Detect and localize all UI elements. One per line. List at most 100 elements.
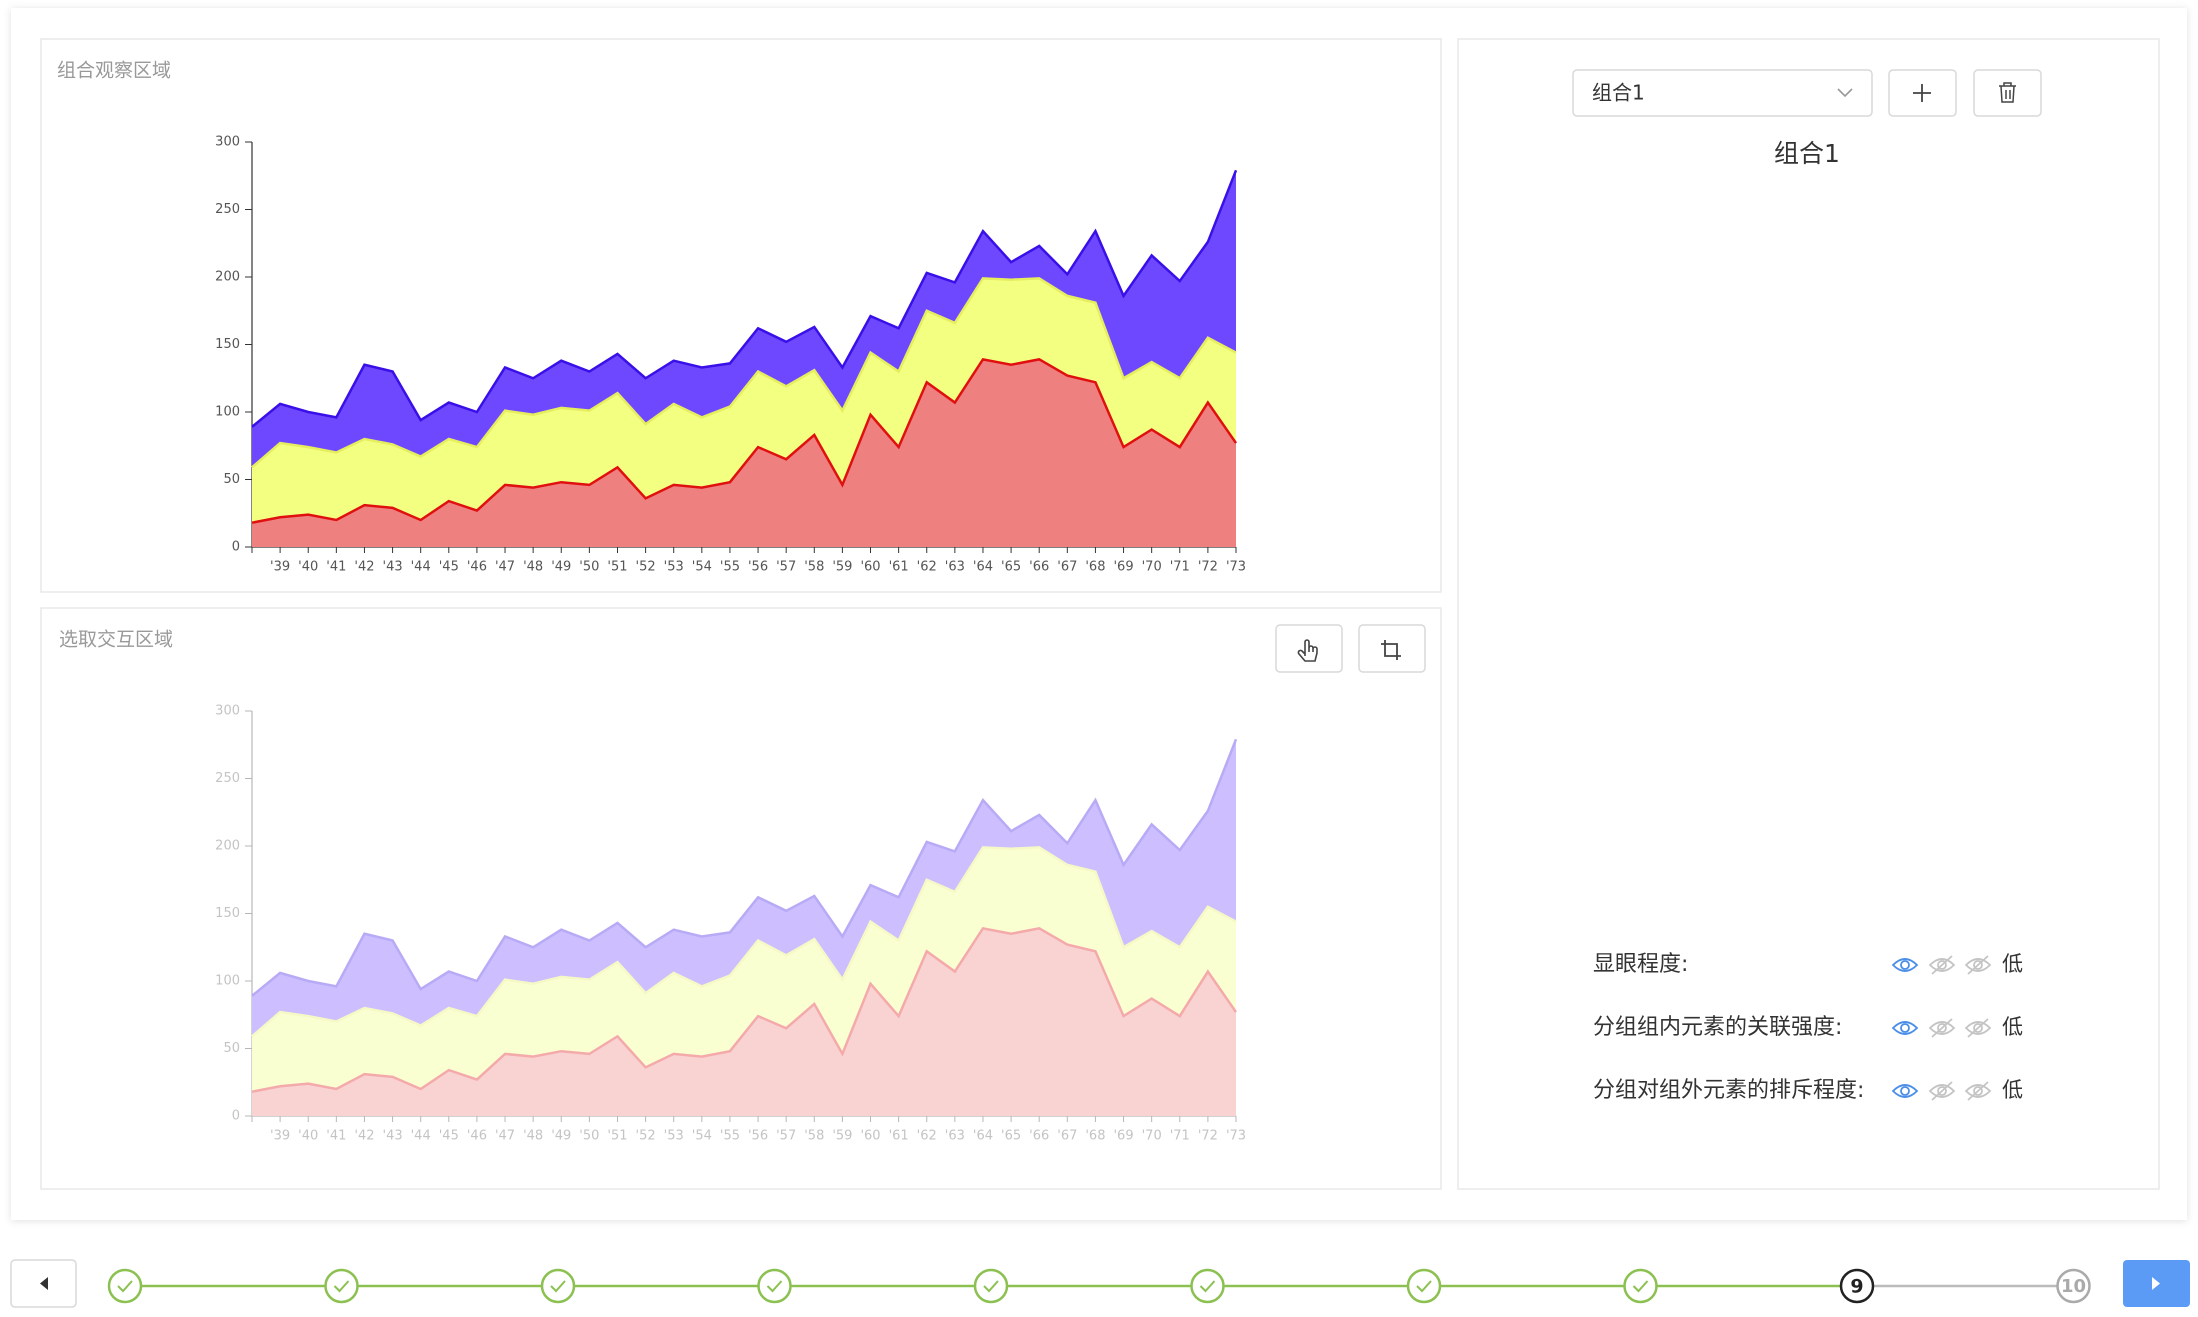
eye-pupil — [1973, 1023, 1983, 1033]
x-tick-label: '52 — [636, 560, 656, 575]
eye-pupil — [1973, 1086, 1983, 1096]
step-done — [1623, 1268, 1658, 1304]
x-tick-label: '59 — [832, 1129, 852, 1144]
group-select[interactable]: 组合1 — [1572, 69, 1873, 117]
pan-button[interactable] — [1275, 624, 1343, 673]
y-tick-label: 0 — [232, 540, 240, 555]
metric-label: 分组对组外元素的排斥程度: — [1593, 1078, 1864, 1103]
steps: 9 10 — [10, 1259, 2190, 1308]
area-line — [251, 169, 1238, 428]
step-check — [117, 1280, 133, 1293]
panel-title: 选取交互区域 — [59, 629, 173, 651]
crop-icon — [1381, 640, 1401, 660]
step-current — [1839, 1268, 1875, 1304]
x-tick-label: '39 — [270, 1129, 290, 1144]
eye-pupil — [1900, 1086, 1910, 1096]
x-tick-label: '44 — [411, 1129, 431, 1144]
x-tick-label: '59 — [832, 560, 852, 575]
y-tick-label: 100 — [215, 405, 240, 420]
x-tick-label: '41 — [326, 560, 346, 575]
x-tick-label: '49 — [551, 1129, 571, 1144]
prev-icon — [40, 1277, 48, 1290]
eye-icon — [1891, 1084, 1919, 1098]
metric-level: 低 — [2002, 1078, 2023, 1102]
y-tick-label: 50 — [223, 472, 240, 487]
x-tick-label: '71 — [1170, 1129, 1190, 1144]
step-check — [1632, 1280, 1649, 1293]
x-tick-label: '64 — [973, 1129, 993, 1144]
area-fill — [252, 739, 1236, 1037]
delete-button[interactable] — [1973, 69, 2042, 117]
x-tick-label: '69 — [1113, 1129, 1133, 1144]
y-tick-label: 200 — [215, 270, 240, 285]
x-tick-label: '56 — [748, 560, 768, 575]
x-tick-label: '50 — [579, 560, 599, 575]
x-tick-label: '45 — [439, 560, 459, 575]
x-tick-label: '40 — [298, 1129, 318, 1144]
step-done — [324, 1268, 359, 1304]
eye-pupil — [1937, 960, 1947, 970]
eye-slash — [1967, 955, 1989, 975]
step-number: 10 — [2061, 1276, 2086, 1297]
plus-icon — [1913, 84, 1931, 102]
x-tick-label: '39 — [270, 560, 290, 575]
x-tick-label: '41 — [326, 1129, 346, 1144]
x-tick-label: '44 — [411, 560, 431, 575]
eye-pupil — [1937, 1023, 1947, 1033]
x-tick-label: '63 — [945, 560, 965, 575]
area-fill — [252, 359, 1236, 547]
x-tick-label: '72 — [1198, 560, 1218, 575]
x-tick-label: '43 — [383, 560, 403, 575]
step-number: 9 — [1850, 1276, 1863, 1298]
area-line — [251, 357, 1238, 524]
button-box[interactable] — [1358, 624, 1426, 673]
eye-pupil — [1937, 1086, 1947, 1096]
panel-title: 组合观察区域 — [57, 60, 171, 82]
metric-level: 低 — [2002, 1015, 2023, 1039]
x-tick-label: '58 — [804, 560, 824, 575]
x-tick-label: '70 — [1142, 560, 1162, 575]
step-done — [1190, 1268, 1225, 1304]
x-tick-label: '68 — [1085, 560, 1105, 575]
x-tick-label: '43 — [383, 1129, 403, 1144]
step-check — [983, 1280, 999, 1293]
group-title: 组合1 — [1774, 139, 1840, 168]
eye-pupil — [1973, 960, 1983, 970]
step-check — [766, 1280, 783, 1293]
x-tick-label: '73 — [1226, 1129, 1246, 1144]
button-box[interactable] — [1973, 69, 2042, 117]
x-tick-label: '66 — [1029, 1129, 1049, 1144]
x-tick-label: '66 — [1029, 560, 1049, 575]
y-tick-label: 250 — [215, 202, 240, 217]
side-panel — [1457, 38, 2160, 1190]
step-done — [973, 1268, 1009, 1304]
prev-button[interactable] — [10, 1259, 77, 1308]
metric-label: 分组组内元素的关联强度: — [1593, 1015, 1842, 1040]
x-tick-label: '64 — [973, 560, 993, 575]
area-line — [251, 738, 1238, 997]
add-button[interactable] — [1888, 69, 1957, 117]
x-tick-label: '58 — [804, 1129, 824, 1144]
y-tick-label: 150 — [215, 906, 240, 921]
next-button[interactable] — [2123, 1260, 2190, 1307]
crop-button[interactable] — [1358, 624, 1426, 673]
step-done — [540, 1268, 576, 1304]
x-tick-label: '53 — [664, 560, 684, 575]
y-tick-label: 0 — [232, 1109, 240, 1124]
x-tick-label: '72 — [1198, 1129, 1218, 1144]
y-tick-label: 150 — [215, 337, 240, 352]
eye-pupil — [1900, 960, 1910, 970]
x-tick-label: '73 — [1226, 560, 1246, 575]
area-line — [251, 926, 1238, 1093]
x-tick-label: '46 — [467, 1129, 487, 1144]
eye-slash — [1967, 1018, 1989, 1038]
y-tick-label: 250 — [215, 771, 240, 786]
area-line — [251, 277, 1237, 469]
y-tick-label: 200 — [215, 839, 240, 854]
observe-chart: 0 50 100 150 200 250 300 '39 '40 '41 '42 '43 '44 '45 '… — [215, 135, 1246, 575]
x-tick-label: '70 — [1142, 1129, 1162, 1144]
x-tick-label: '51 — [607, 560, 627, 575]
select-box[interactable] — [1572, 69, 1873, 117]
